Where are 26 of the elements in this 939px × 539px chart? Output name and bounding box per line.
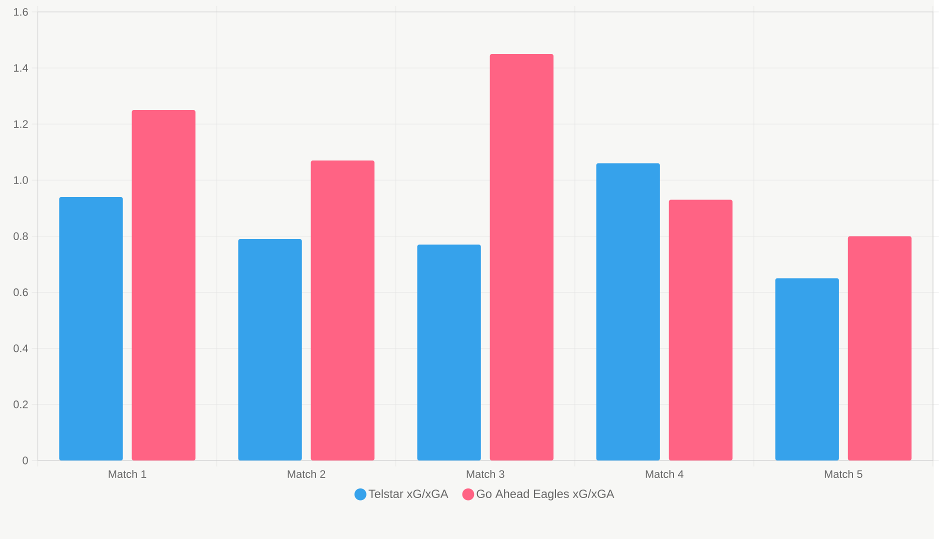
legend-label: Telstar xG/xGA [368, 489, 448, 498]
y-tick-label: 0.6 [14, 288, 28, 296]
bar [417, 244, 481, 460]
y-tick-label: 1.4 [14, 64, 28, 72]
bar [775, 278, 839, 460]
bar [848, 236, 912, 460]
y-tick-label: 0.8 [14, 232, 28, 240]
bar [59, 196, 123, 460]
x-tick-label: Match 1 [108, 470, 146, 478]
bar [668, 200, 733, 460]
bar [238, 238, 302, 460]
y-tick-label: 0.4 [14, 344, 28, 352]
bar [596, 163, 660, 460]
bar [310, 160, 374, 460]
legend-label: Go Ahead Eagles xG/xGA [476, 489, 614, 500]
x-tick-label: Match 2 [288, 470, 326, 478]
bar [132, 110, 196, 460]
x-tick-label: Match 3 [466, 470, 504, 478]
x-tick-label: Match 5 [824, 470, 862, 478]
y-tick-label: 0.2 [14, 400, 28, 408]
bar [490, 54, 554, 460]
y-tick-label: 1.6 [14, 8, 28, 16]
y-tick-label: 1.2 [14, 120, 28, 128]
y-tick-label: 1.0 [14, 176, 28, 184]
x-tick-label: Match 4 [646, 470, 684, 478]
y-tick-label: 0 [22, 456, 28, 464]
